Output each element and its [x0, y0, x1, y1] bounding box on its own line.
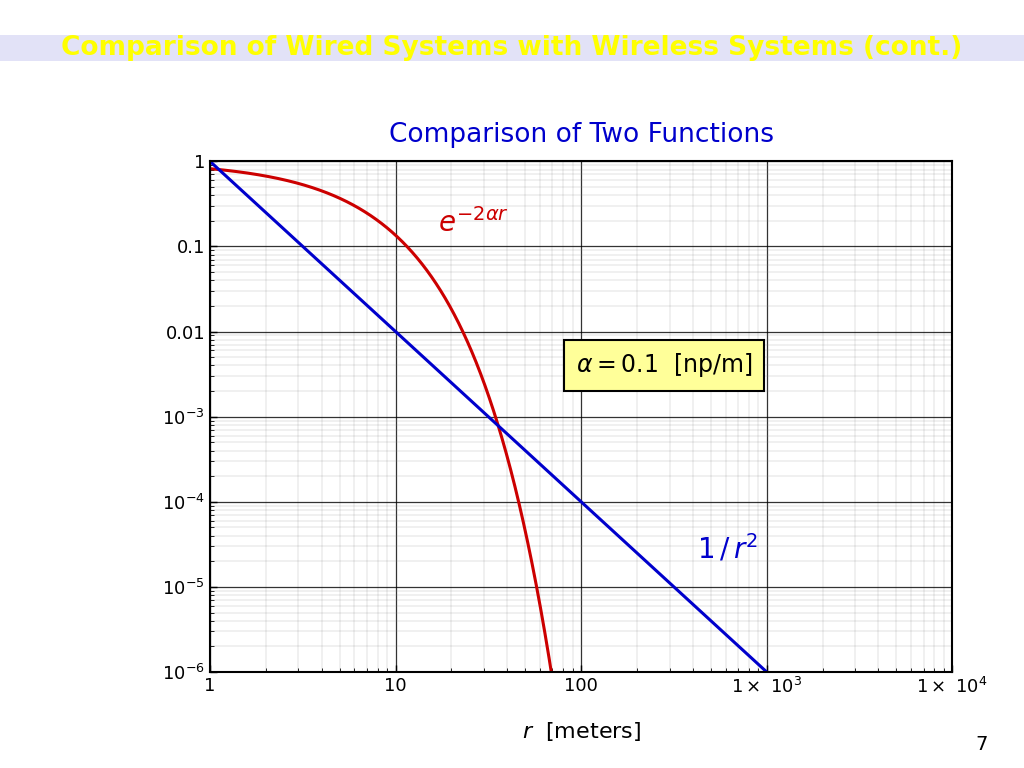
Bar	[0, 35, 1024, 61]
Text: $1\,/\,r^{2}$: $1\,/\,r^{2}$	[696, 533, 758, 564]
Text: $e^{-2\alpha r}$: $e^{-2\alpha r}$	[438, 207, 509, 237]
Text: 7: 7	[976, 735, 988, 754]
Text: $\alpha = 0.1\ \ \mathrm{[np/m]}$: $\alpha = 0.1\ \ \mathrm{[np/m]}$	[575, 352, 753, 379]
Text: $r$  [meters]: $r$ [meters]	[521, 720, 641, 743]
Bar	[0, 61, 1024, 81]
Title: Comparison of Two Functions: Comparison of Two Functions	[389, 122, 773, 147]
Bar	[0, 15, 1024, 35]
Text: Comparison of Wired Systems with Wireless Systems (cont.): Comparison of Wired Systems with Wireles…	[61, 35, 963, 61]
